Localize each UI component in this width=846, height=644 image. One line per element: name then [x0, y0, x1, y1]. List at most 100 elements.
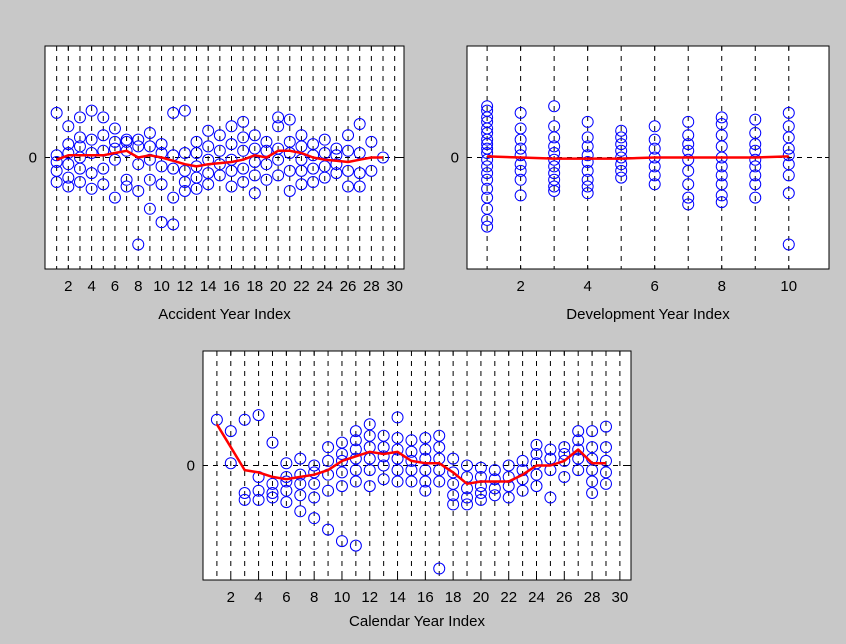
- data-point: [266, 477, 279, 490]
- data-point: [342, 180, 355, 193]
- data-point: [225, 180, 238, 193]
- data-point: [237, 144, 250, 157]
- data-point: [85, 182, 98, 195]
- data-point: [365, 164, 378, 177]
- data-point: [391, 475, 404, 488]
- data-point: [715, 160, 728, 173]
- data-point: [488, 489, 501, 502]
- data-point: [97, 178, 110, 191]
- data-point: [252, 493, 265, 506]
- data-point: [682, 138, 695, 151]
- data-point: [85, 133, 98, 146]
- data-point: [322, 523, 335, 536]
- data-point: [581, 180, 594, 193]
- data-point: [294, 505, 307, 518]
- x-tick-label: 4: [583, 278, 591, 295]
- data-point: [481, 167, 494, 180]
- data-point: [294, 489, 307, 502]
- data-point: [322, 454, 335, 467]
- data-point: [225, 120, 238, 133]
- data-point: [190, 182, 203, 195]
- data-point: [73, 176, 86, 189]
- data-point: [108, 122, 121, 135]
- data-point: [581, 164, 594, 177]
- development-year-panel: 2 4 6 8 10 0 Development Year Index: [451, 45, 830, 323]
- data-point: [558, 470, 571, 483]
- data-point: [419, 484, 432, 497]
- data-point: [132, 140, 145, 153]
- data-point: [502, 491, 515, 504]
- data-point: [307, 176, 320, 189]
- data-point: [237, 131, 250, 144]
- data-point: [178, 184, 191, 197]
- x-tick-label: 28: [584, 589, 601, 606]
- data-point: [749, 169, 762, 182]
- data-point: [353, 180, 366, 193]
- data-point: [342, 144, 355, 157]
- data-point: [85, 104, 98, 117]
- data-point: [248, 129, 261, 142]
- data-point: [782, 169, 795, 182]
- data-point: [237, 162, 250, 175]
- data-point: [548, 131, 561, 144]
- data-point: [167, 162, 180, 175]
- data-point: [488, 464, 501, 477]
- data-point: [715, 111, 728, 124]
- data-point: [308, 512, 321, 525]
- x-tick-label: 28: [363, 278, 380, 295]
- data-point: [120, 173, 133, 186]
- data-point: [514, 149, 527, 162]
- data-point: [391, 411, 404, 424]
- data-point: [548, 180, 561, 193]
- data-point: [365, 135, 378, 148]
- data-point: [433, 562, 446, 575]
- data-point: [97, 162, 110, 175]
- data-point: [318, 171, 331, 184]
- data-point: [581, 131, 594, 144]
- data-point: [558, 454, 571, 467]
- data-point: [581, 149, 594, 162]
- data-point: [62, 120, 75, 133]
- data-point: [363, 464, 376, 477]
- data-point: [237, 176, 250, 189]
- data-point: [272, 111, 285, 124]
- x-tick-label: 10: [334, 589, 351, 606]
- development-year-xlabel: Development Year Index: [566, 306, 730, 323]
- data-point: [73, 131, 86, 144]
- data-point: [481, 133, 494, 146]
- x-tick-label: 16: [417, 589, 434, 606]
- data-point: [461, 491, 474, 504]
- x-tick-label: 8: [310, 589, 318, 606]
- data-point: [514, 106, 527, 119]
- data-point: [514, 189, 527, 202]
- data-point: [190, 147, 203, 160]
- data-point: [272, 169, 285, 182]
- data-point: [248, 187, 261, 200]
- data-point: [178, 176, 191, 189]
- data-point: [558, 441, 571, 454]
- data-point: [260, 135, 273, 148]
- data-point: [530, 448, 543, 461]
- x-tick-label: 18: [445, 589, 462, 606]
- data-point: [335, 480, 348, 493]
- data-point: [266, 436, 279, 449]
- data-point: [335, 448, 348, 461]
- data-point: [143, 173, 156, 186]
- data-point: [488, 482, 501, 495]
- data-point: [548, 100, 561, 113]
- data-point: [586, 486, 599, 499]
- data-point: [50, 149, 63, 162]
- data-point: [481, 138, 494, 151]
- data-point: [85, 167, 98, 180]
- data-point: [682, 115, 695, 128]
- data-point: [514, 164, 527, 177]
- data-point: [252, 409, 265, 422]
- x-tick-label: 6: [651, 278, 659, 295]
- data-point: [447, 452, 460, 465]
- data-point: [682, 198, 695, 211]
- data-point: [85, 147, 98, 160]
- data-point: [353, 118, 366, 131]
- data-point: [447, 489, 460, 502]
- data-point: [682, 178, 695, 191]
- x-tick-label: 24: [528, 589, 545, 606]
